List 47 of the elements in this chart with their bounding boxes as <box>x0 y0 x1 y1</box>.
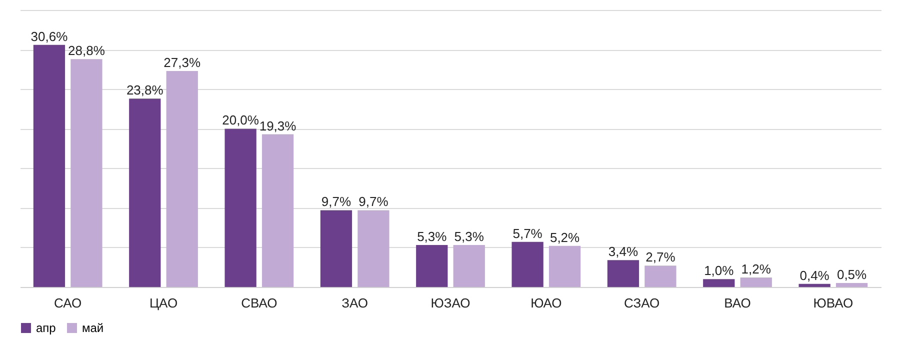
bar <box>453 245 485 287</box>
data-label: 3,4% <box>608 244 638 260</box>
bar <box>262 134 294 287</box>
bar <box>33 44 66 287</box>
data-label: 19,3% <box>259 118 297 134</box>
data-label: 27,3% <box>164 54 201 70</box>
data-label: 9,7% <box>358 194 389 210</box>
data-label: 5,3% <box>417 229 448 244</box>
bar <box>836 283 868 287</box>
bar <box>166 70 198 287</box>
data-label: 9,7% <box>321 194 352 210</box>
data-label: 28,8% <box>68 43 106 58</box>
bar <box>512 242 544 287</box>
x-tick-label: СВАО <box>241 296 278 310</box>
data-label: 23,8% <box>126 82 164 98</box>
x-tick-label: ЗАО <box>342 296 368 310</box>
bar <box>703 279 735 287</box>
bar <box>740 278 772 287</box>
bar <box>70 59 102 287</box>
x-tick-label: САО <box>54 296 82 310</box>
x-tick-label: ЦАО <box>149 296 178 310</box>
data-label: 0,4% <box>800 268 830 283</box>
bar <box>358 210 390 287</box>
data-label: 30,6% <box>30 28 68 44</box>
legend-label: май <box>82 321 104 335</box>
bar <box>320 210 352 287</box>
data-label: 5,2% <box>550 230 580 245</box>
data-label: 0,5% <box>836 267 868 282</box>
x-tick-label: ЮАО <box>530 296 562 310</box>
x-tick-label: СЗАО <box>624 296 660 310</box>
data-label: 1,0% <box>704 263 734 278</box>
bar <box>224 128 256 287</box>
x-tick-label: ЮВАО <box>813 296 854 310</box>
data-label: 5,3% <box>454 229 484 244</box>
data-label: 1,2% <box>741 262 772 277</box>
data-label: 2,7% <box>646 250 676 265</box>
data-label: 20,0% <box>222 112 260 128</box>
bar <box>644 266 676 287</box>
x-tick-label: ЮЗАО <box>430 296 470 310</box>
bar <box>798 284 830 287</box>
data-label: 5,7% <box>512 226 543 241</box>
legend-label: апр <box>36 321 56 335</box>
bar <box>548 246 581 287</box>
bar <box>129 98 161 287</box>
bar <box>416 245 448 287</box>
x-tick-label: ВАО <box>724 296 751 310</box>
bar <box>607 260 640 287</box>
